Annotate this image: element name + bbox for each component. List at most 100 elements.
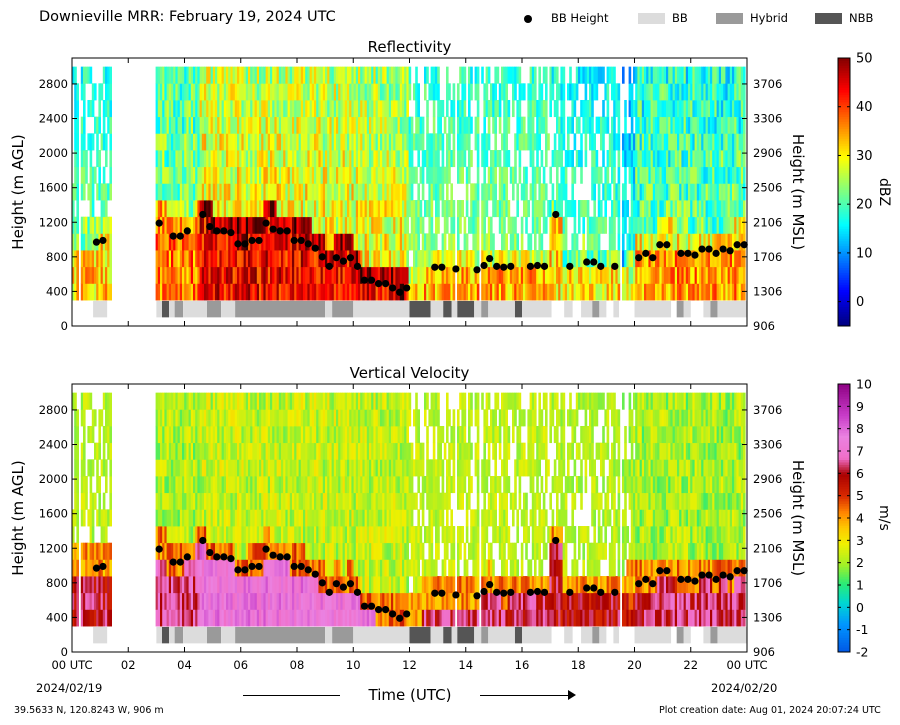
heatmap-cell [190,216,194,234]
heatmap-cell [274,492,277,510]
heatmap-cell [358,216,361,234]
heatmap-cell [285,250,288,268]
heatmap-cell [206,116,209,134]
heatmap-cell [743,216,746,234]
heatmap-cell [265,266,269,284]
colorbar-step [838,135,850,139]
heatmap-cell [157,442,161,460]
heatmap-cell [160,592,163,610]
heatmap-cell [520,83,524,101]
heatmap-cell [523,283,526,301]
heatmap-cell [615,250,618,268]
heatmap-cell [190,559,194,577]
heatmap-cell [472,200,475,218]
heatmap-cell [388,283,392,301]
heatmap-cell [481,250,484,268]
heatmap-cell [281,492,284,510]
heatmap-cell [316,283,319,301]
heatmap-cell [243,66,247,84]
heatmap-cell [529,116,533,134]
heatmap-cell [538,66,541,84]
heatmap-cell [718,99,722,118]
heatmap-cell [591,116,594,134]
heatmap-cell [562,183,566,201]
heatmap-cell [175,116,178,134]
heatmap-cell [505,266,508,284]
heatmap-cell [377,233,381,251]
heatmap-cell [476,200,480,218]
heatmap-cell [166,559,170,577]
heatmap-cell [388,233,392,251]
heatmap-cell [267,66,271,84]
heatmap-cell [371,116,374,134]
heatmap-cell [195,283,198,301]
heatmap-cell [624,133,627,151]
heatmap-cell [274,183,277,201]
bb-height-point [677,249,685,257]
heatmap-cell [542,66,546,84]
heatmap-cell [243,542,247,560]
heatmap-cell [417,150,420,168]
x-tick-label: 10 [346,332,361,334]
heatmap-cell [186,250,189,268]
heatmap-cell [87,183,90,201]
heatmap-cell [250,216,253,234]
heatmap-cell [300,166,304,184]
heatmap-cell [276,200,280,218]
heatmap-cell [94,592,97,610]
heatmap-cell [740,150,744,168]
heatmap-cell [160,250,163,268]
heatmap-cell [578,150,581,168]
heatmap-cell [276,150,280,168]
heatmap-cell [241,592,244,610]
heatmap-cell [193,250,196,268]
heatmap-cell [571,183,574,201]
heatmap-cell [498,216,502,234]
heatmap-cell [600,266,603,284]
heatmap-cell [254,99,258,118]
heatmap-cell [305,133,308,151]
heatmap-cell [360,133,363,151]
heatmap-cell [91,509,95,527]
heatmap-cell [274,216,277,234]
heatmap-cell [699,266,702,284]
heatmap-cell [602,150,605,168]
legend-label: BB Height [551,11,609,25]
heatmap-cell [173,409,176,427]
heatmap-cell [208,392,211,410]
heatmap-cell [234,166,238,184]
heatmap-cell [307,250,310,268]
colorbar-step [838,235,850,239]
heatmap-cell [204,250,207,268]
heatmap-cell [177,250,181,268]
heatmap-cell [371,216,374,234]
heatmap-cell [296,233,299,251]
heatmap-cell [278,592,282,610]
heatmap-cell [635,99,638,118]
heatmap-cell [168,83,172,101]
heatmap-cell [296,66,299,84]
bb-height-point [269,225,277,233]
heatmap-cell [160,409,163,427]
heatmap-cell [223,150,227,168]
heatmap-cell [307,200,310,218]
heatmap-cell [736,216,739,234]
heatmap-cell [109,542,112,560]
heatmap-cell [188,509,192,527]
heatmap-cell [329,200,332,218]
heatmap-cell [199,542,203,560]
heatmap-cell [595,66,599,84]
heatmap-cell [201,509,205,527]
heatmap-cell [729,266,733,284]
heatmap-cell [402,83,405,101]
heatmap-cell [375,150,379,168]
heatmap-cell [199,266,203,284]
heatmap-cell [364,216,368,234]
heatmap-cell [650,183,654,201]
heatmap-cell [105,283,108,301]
heatmap-cell [307,99,310,118]
heatmap-cell [311,183,315,201]
heatmap-cell [237,492,240,510]
heatmap-cell [179,66,183,84]
